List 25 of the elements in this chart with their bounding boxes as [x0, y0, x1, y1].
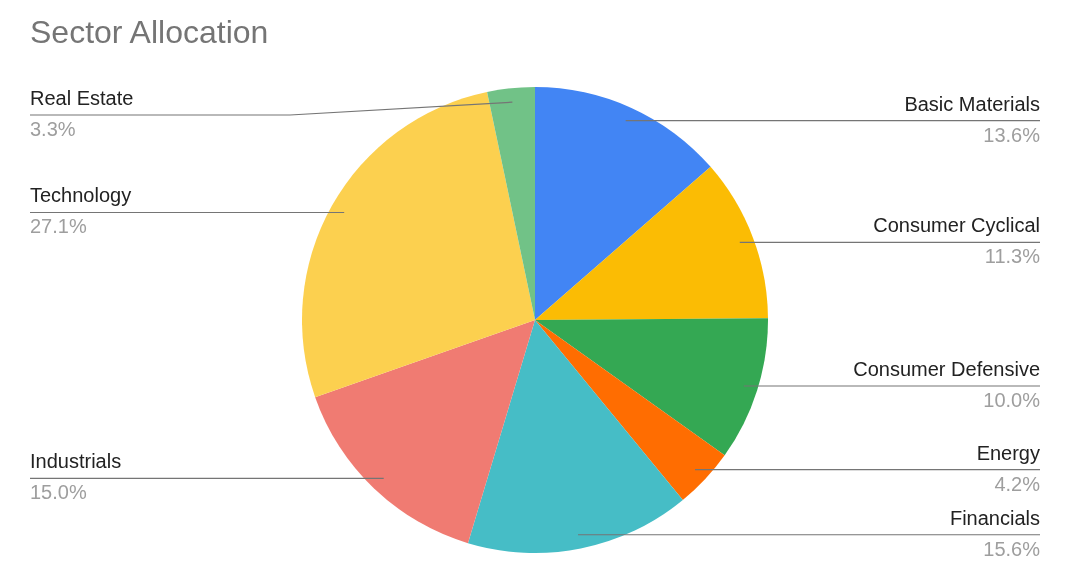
data-label: 3.3% [30, 118, 76, 140]
slice-label: Consumer Defensive [853, 357, 1040, 380]
data-label: 15.6% [983, 537, 1041, 560]
slice-label: Real Estate [30, 87, 134, 109]
data-label: 11.3% [984, 245, 1041, 268]
data-label: 27.1% [30, 215, 87, 238]
pie-slice [535, 87, 711, 320]
data-label: 10.0% [983, 388, 1041, 411]
slice-label: Energy [976, 441, 1040, 464]
data-label: 4.2% [994, 472, 1041, 495]
slice-label: Financials [949, 506, 1040, 529]
slice-label: Consumer Cyclical [873, 214, 1040, 237]
pie-slice [535, 166, 768, 320]
slice-label: Industrials [30, 450, 122, 473]
pie-slice [467, 320, 683, 553]
data-label: 15.0% [30, 481, 87, 504]
pie-slice [535, 320, 725, 501]
pie-slice [535, 318, 768, 456]
chart-title: Sector Allocation [30, 14, 269, 50]
pie-slice [487, 87, 535, 320]
slice-label: Basic Materials [904, 92, 1040, 115]
pie-slice [302, 91, 535, 398]
pie-slice [315, 320, 535, 544]
data-label: 13.6% [983, 123, 1041, 146]
slice-label: Technology [30, 184, 132, 207]
